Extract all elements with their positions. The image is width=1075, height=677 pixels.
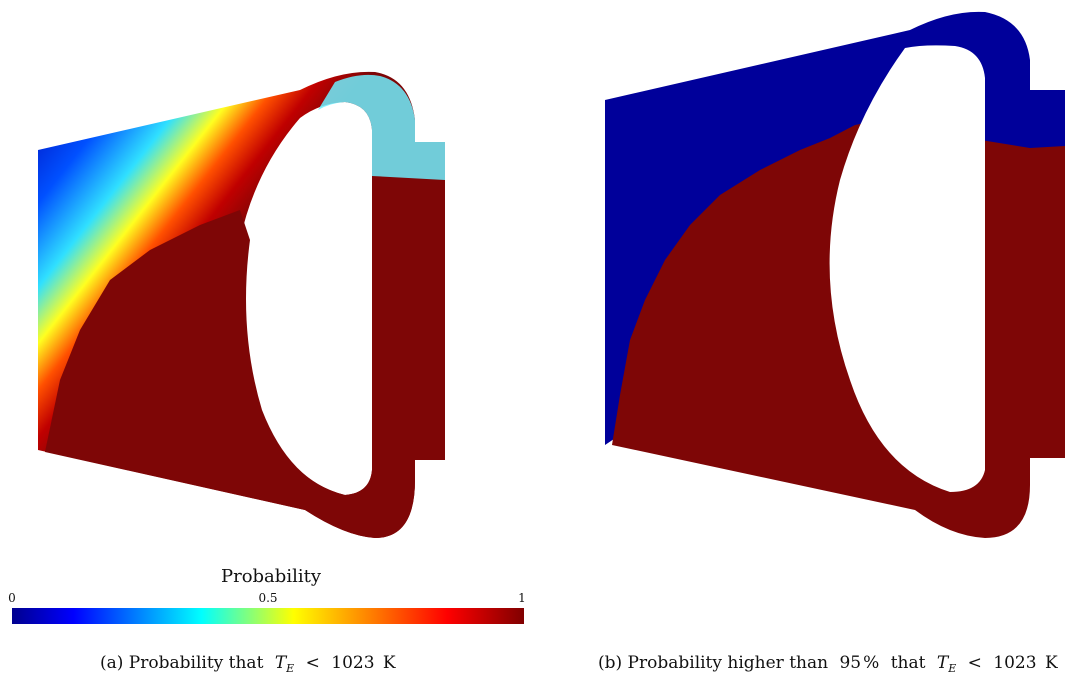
caption-a-value: 1023 <box>331 653 374 673</box>
panel-b-cavity <box>829 45 985 492</box>
caption-a-symbol: T <box>275 653 288 673</box>
caption-b-prefix: (b) Probability higher than <box>598 653 828 673</box>
caption-a: (a) Probability that TE < 1023 K <box>100 653 396 677</box>
colorbar-tick-0: 0 <box>8 591 16 605</box>
colorbar-tick-1: 1 <box>518 591 526 605</box>
caption-b-subscript: E <box>947 662 956 675</box>
caption-b: (b) Probability higher than 95% that TE … <box>598 653 1058 677</box>
caption-b-percent: % <box>863 653 879 673</box>
panel-a-lower-fill <box>45 186 445 538</box>
panel-b <box>605 11 1065 538</box>
panel-a-cap <box>318 74 445 180</box>
caption-b-value: 1023 <box>993 653 1036 673</box>
caption-b-symbol: T <box>937 653 950 673</box>
caption-b-unit: K <box>1045 653 1058 673</box>
caption-a-unit: K <box>383 653 396 673</box>
caption-b-threshold: 95 <box>839 653 861 673</box>
colorbar: Probability 0 0.5 1 <box>8 566 526 624</box>
caption-a-relation: < <box>306 653 320 673</box>
caption-a-prefix: (a) Probability that <box>100 653 264 673</box>
colorbar-gradient-bar <box>12 608 524 624</box>
caption-b-mid: that <box>891 653 926 673</box>
panel-a <box>38 71 445 539</box>
colorbar-title: Probability <box>221 566 322 587</box>
colorbar-tick-0.5: 0.5 <box>258 591 277 605</box>
caption-a-subscript: E <box>285 662 294 675</box>
caption-b-relation: < <box>968 653 982 673</box>
